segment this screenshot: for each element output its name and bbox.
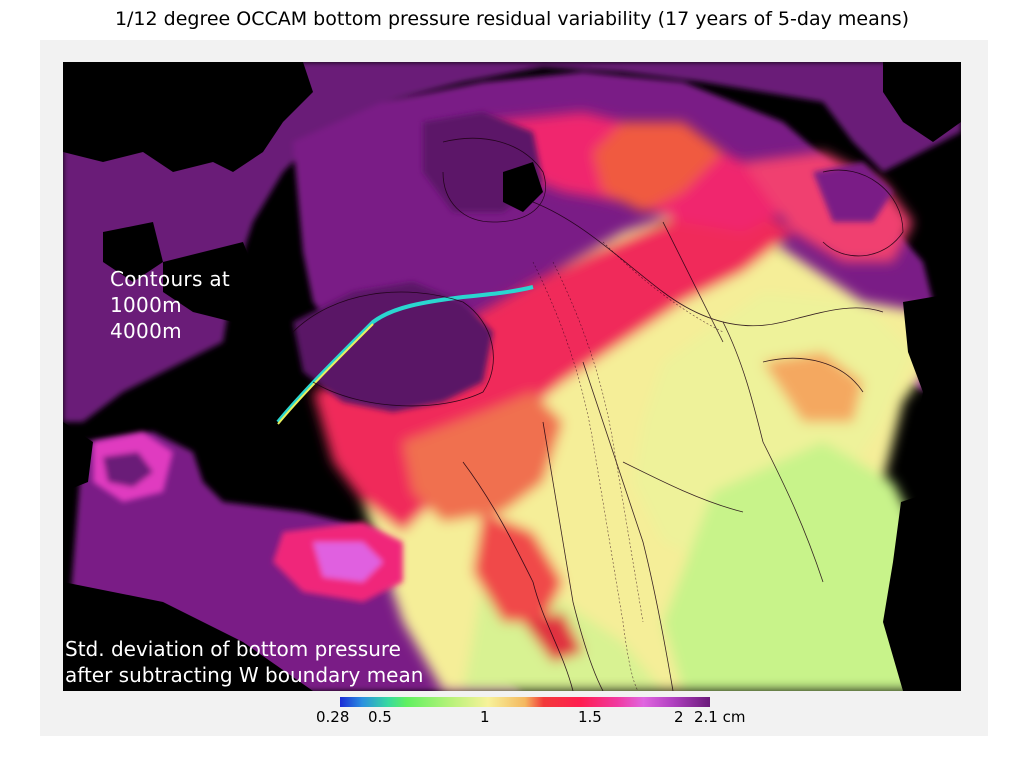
colorbar-tick: 2.1 cm	[694, 708, 746, 726]
contour-note-line: 4000m	[110, 319, 182, 343]
caption-line: Std. deviation of bottom pressure	[65, 637, 401, 661]
colorbar	[340, 697, 710, 707]
colorbar-tick: 0.5	[368, 708, 392, 726]
boundary-current-highlight	[277, 323, 374, 425]
colorbar-tick: 1.5	[578, 708, 602, 726]
contour-note-line: Contours at	[110, 267, 231, 291]
ocean-variability-map	[63, 62, 961, 691]
colorbar-tick: 0.28	[316, 708, 350, 726]
colorbar-tick: 2	[674, 708, 684, 726]
labrador-basin	[93, 112, 893, 602]
colorbar-tick: 1	[480, 708, 490, 726]
contour-note: Contours at 1000m 4000m	[110, 266, 230, 344]
figure-title: 1/12 degree OCCAM bottom pressure residu…	[114, 8, 910, 30]
land-masses	[63, 62, 961, 691]
contour-note-line: 1000m	[110, 293, 182, 317]
map-caption: Std. deviation of bottom pressure after …	[65, 636, 423, 688]
ridge-contours	[532, 241, 724, 691]
colorbar-ticks: 0.28 0.5 1 1.5 2 2.1 cm	[300, 708, 780, 730]
map-image	[63, 62, 961, 691]
depth-contours	[292, 137, 904, 691]
caption-line: after subtracting W boundary mean	[65, 663, 424, 687]
